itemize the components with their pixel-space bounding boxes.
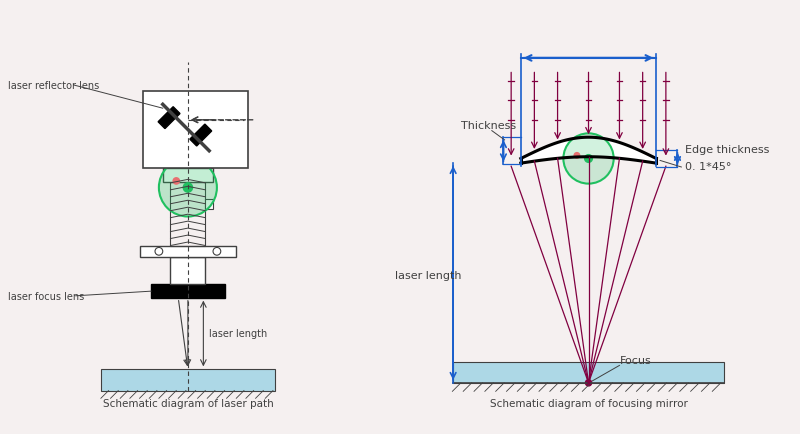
Bar: [190, 125, 212, 147]
Circle shape: [563, 134, 614, 184]
Text: Edge thickness: Edge thickness: [686, 145, 770, 155]
Circle shape: [173, 178, 180, 185]
Text: 0. 1*45°: 0. 1*45°: [686, 162, 731, 172]
Circle shape: [183, 184, 193, 193]
Text: Thickness: Thickness: [461, 120, 516, 130]
Circle shape: [159, 159, 217, 217]
Bar: [143, 92, 248, 169]
Circle shape: [213, 248, 221, 256]
Bar: [139, 246, 236, 257]
Bar: [158, 108, 180, 129]
Bar: [162, 169, 213, 182]
Circle shape: [574, 153, 580, 160]
FancyBboxPatch shape: [453, 362, 724, 383]
Circle shape: [586, 380, 592, 386]
Circle shape: [155, 248, 162, 256]
Text: Focus: Focus: [619, 355, 651, 365]
Circle shape: [585, 155, 592, 163]
FancyBboxPatch shape: [101, 369, 275, 391]
Text: laser focus lens: laser focus lens: [8, 291, 84, 301]
Text: laser length: laser length: [209, 328, 267, 338]
Text: Schematic diagram of focusing mirror: Schematic diagram of focusing mirror: [490, 398, 687, 408]
Bar: [151, 285, 225, 298]
Text: Schematic diagram of laser path: Schematic diagram of laser path: [102, 398, 274, 408]
Bar: [170, 182, 206, 246]
Text: laser reflector lens: laser reflector lens: [8, 81, 99, 91]
Bar: [170, 257, 206, 285]
Bar: [206, 200, 213, 209]
Text: laser length: laser length: [395, 270, 462, 280]
